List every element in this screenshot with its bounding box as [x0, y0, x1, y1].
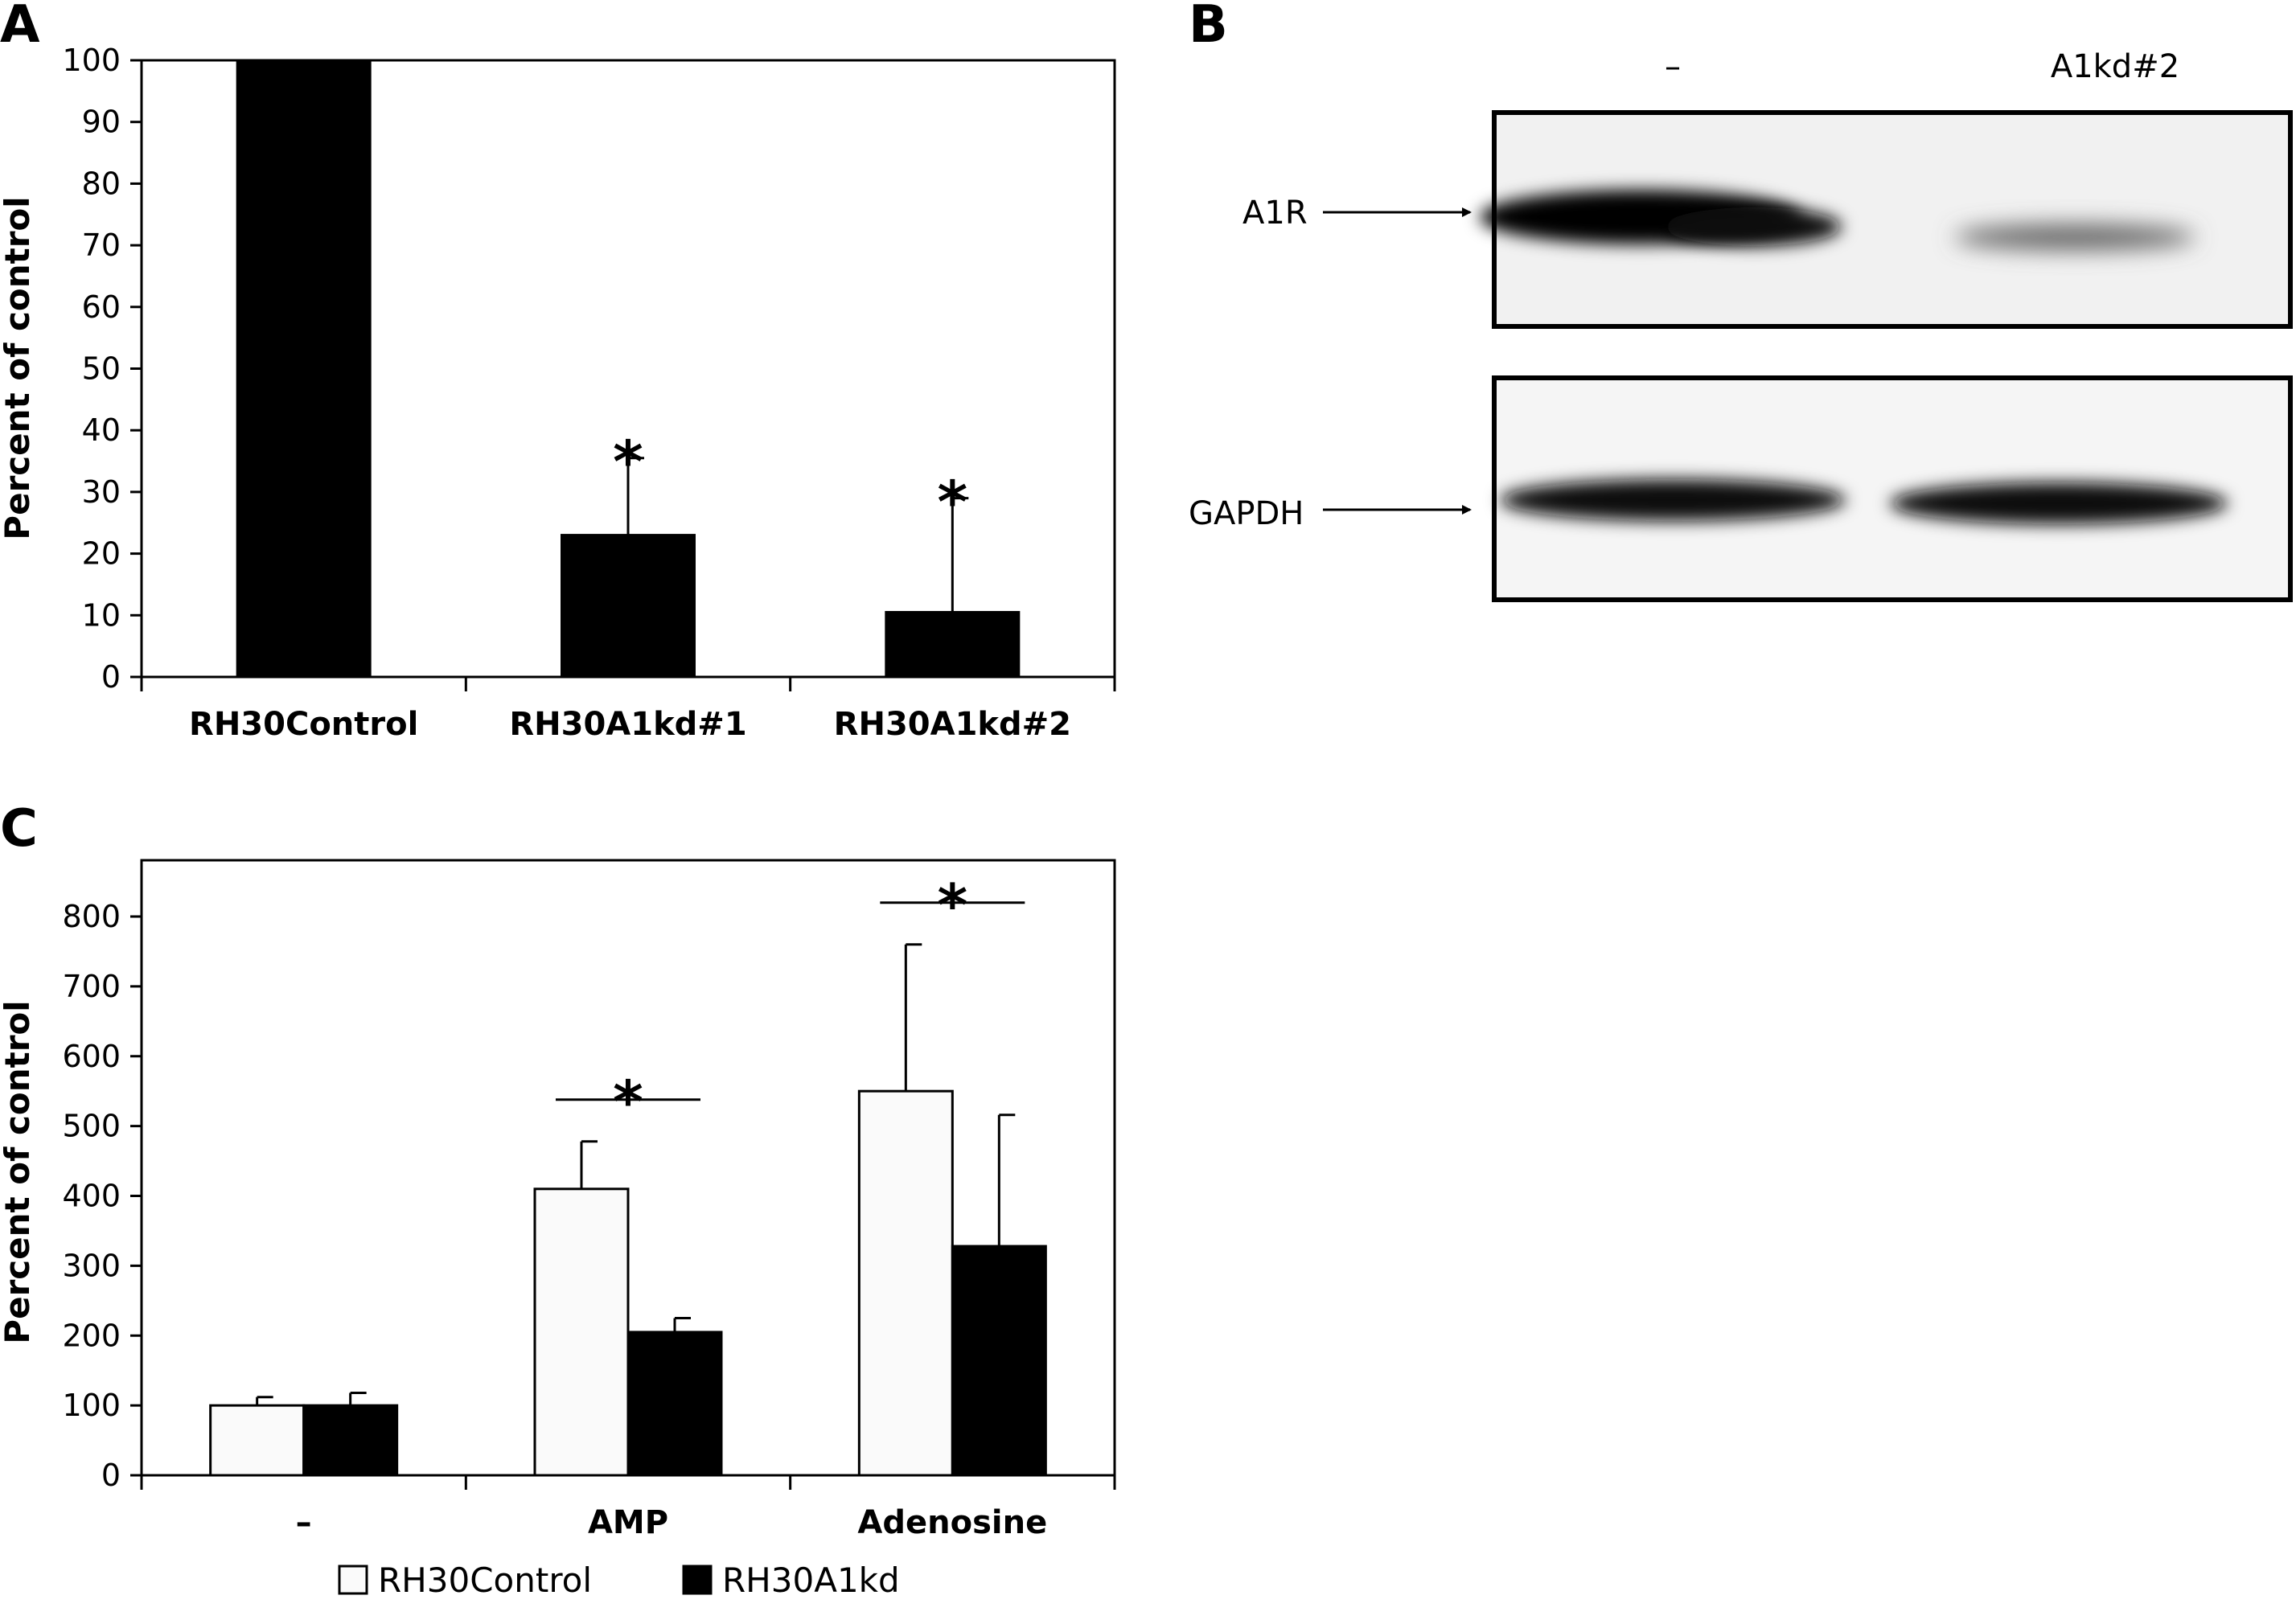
chartC-y-tick-label: 700	[62, 969, 121, 1004]
legend-label-rh30control: RH30Control	[378, 1561, 592, 1600]
blot-lane-label-a1kd2: A1kd#2	[2051, 48, 2179, 85]
chartA-y-tick-label: 40	[82, 412, 121, 448]
panel-label-c: C	[0, 799, 38, 859]
blot-membrane-gapdh	[1492, 375, 2293, 602]
chartA-y-tick-label: 80	[82, 166, 121, 201]
panel-label-a: A	[0, 0, 40, 55]
chartC-category-label: Adenosine	[857, 1504, 1047, 1541]
blot-membrane-a1r	[1480, 110, 2293, 329]
chartC-bar	[209, 1404, 306, 1477]
chartC-y-tick-label: 800	[62, 899, 121, 934]
chart-a-significance: **	[613, 429, 967, 536]
chartA-y-tick-label: 70	[82, 228, 121, 263]
chart-c-tick-labels: 0 100 200 300 400 500 600 700 800	[62, 899, 121, 1493]
chartA-significance-star: *	[938, 469, 968, 536]
chart-a-category-labels: RH30Control RH30A1kd#1 RH30A1kd#2	[189, 706, 1071, 743]
panel-label-b: B	[1189, 0, 1228, 55]
legend-swatch-rh30control	[338, 1565, 368, 1595]
chartA-y-tick-label: 10	[82, 597, 121, 633]
chartA-bar	[885, 610, 1021, 679]
chartC-bar	[302, 1404, 399, 1477]
chartA-category-label: RH30A1kd#1	[509, 706, 746, 743]
chartA-bar	[236, 59, 372, 679]
chartA-y-tick-label: 50	[82, 351, 121, 387]
chartA-category-label: RH30Control	[189, 706, 418, 743]
chart-c-legend: RH30Control RH30A1kd	[338, 1561, 900, 1600]
chartC-y-tick-label: 600	[62, 1039, 121, 1074]
chartC-y-tick-label: 500	[62, 1109, 121, 1144]
chartA-y-tick-label: 60	[82, 289, 121, 325]
chartC-bar	[533, 1187, 630, 1477]
chartC-y-tick-label: 300	[62, 1248, 121, 1283]
western-blot: – A1kd#2 A1R GAPDH	[1189, 48, 2293, 602]
a1r-band-control-tail	[1665, 207, 1842, 246]
chartA-y-tick-label: 90	[82, 105, 121, 140]
chartC-bar	[626, 1331, 723, 1477]
chartA-bar	[561, 534, 696, 679]
band-label-a1r: A1R	[1242, 195, 1308, 232]
chartC-category-label: AMP	[588, 1504, 668, 1541]
chart-c-error-bars	[256, 943, 1016, 1406]
chart-c-significance: **	[556, 872, 1025, 1136]
chartA-y-tick-label: 100	[62, 43, 121, 78]
chartC-category-label: –	[296, 1504, 312, 1541]
chartA-significance-star: *	[613, 429, 643, 496]
a1r-band-a1kd2	[1954, 224, 2195, 250]
chartC-bar	[951, 1245, 1047, 1477]
chartA-category-label: RH30A1kd#2	[834, 706, 1071, 743]
chart-c-category-labels: – AMP Adenosine	[296, 1504, 1048, 1541]
chart-c-bars	[209, 1089, 1047, 1477]
chart-a-error-bars	[626, 457, 969, 613]
chartC-significance-star: *	[938, 872, 968, 939]
chart-a-tick-labels: 0 10 20 30 40 50 60 70 80 90 100	[62, 43, 121, 695]
legend-swatch-rh30a1kd	[682, 1565, 713, 1595]
chartC-y-tick-label: 200	[62, 1318, 121, 1353]
legend-label-rh30a1kd: RH30A1kd	[722, 1561, 900, 1600]
chart-a-bars	[236, 59, 1021, 679]
chart-a-y-axis-label: Percent of control	[0, 196, 37, 539]
chartA-y-tick-label: 0	[101, 659, 121, 695]
chartC-y-tick-label: 100	[62, 1388, 121, 1423]
gapdh-band-a1kd2	[1890, 482, 2228, 524]
chartC-y-tick-label: 400	[62, 1179, 121, 1214]
blot-lane-label-control: –	[1665, 48, 1681, 85]
gapdh-band-control	[1500, 479, 1846, 521]
chart-c-y-axis-label: Percent of control	[0, 1000, 37, 1343]
chartA-y-tick-label: 30	[82, 474, 121, 510]
chartC-significance-star: *	[613, 1068, 643, 1136]
chartC-y-tick-label: 0	[101, 1458, 121, 1493]
chartC-bar	[857, 1089, 954, 1477]
chartA-y-tick-label: 20	[82, 536, 121, 572]
band-label-gapdh: GAPDH	[1189, 495, 1304, 532]
